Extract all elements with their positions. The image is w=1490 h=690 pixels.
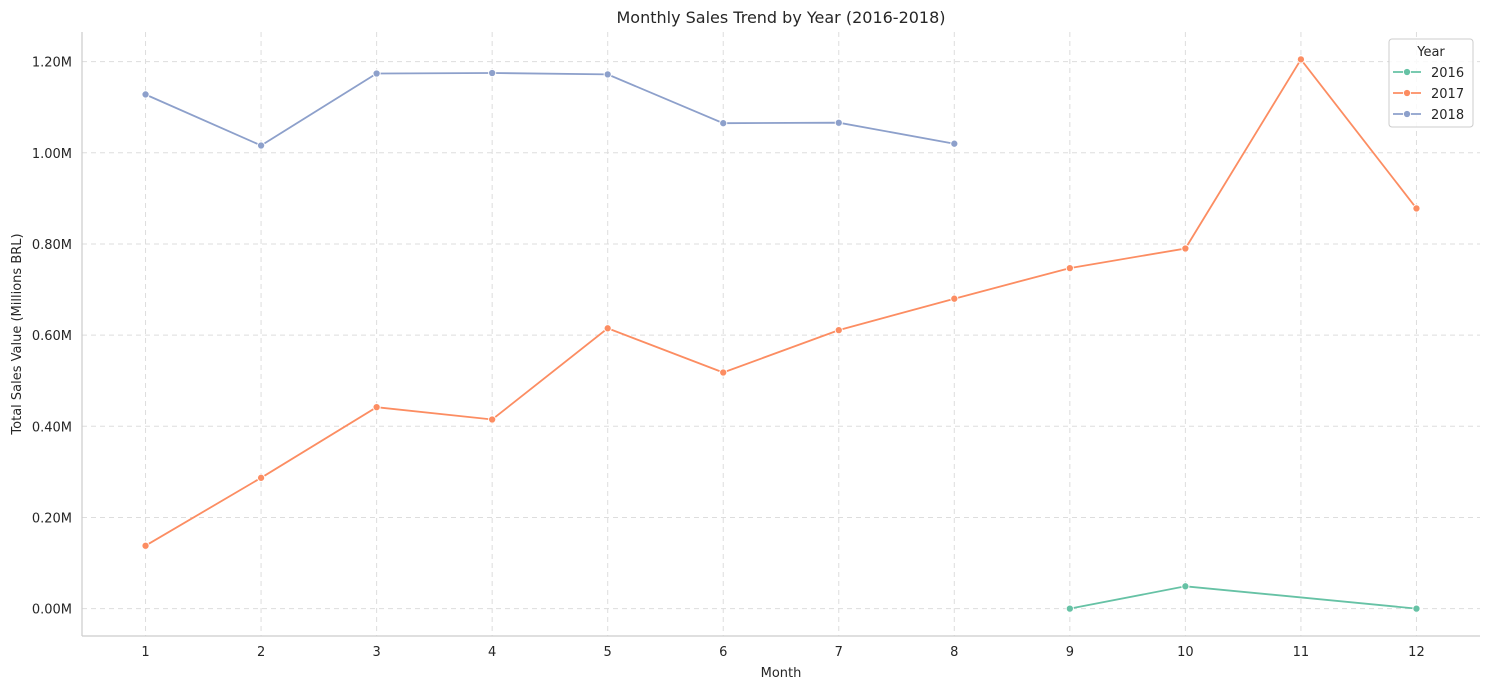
legend-marker-2017 [1402,88,1412,98]
data-point-2018 [719,119,728,128]
data-point-2018 [141,90,150,99]
series-2017 [141,55,1421,550]
data-point-2018 [950,139,959,148]
tick-labels: 1 2 3 4 5 6 7 8 9 10 11 120.00M0.20M0.40M0.60M0.80M… [32,56,1425,660]
y-tick-label: 0.80M [32,238,72,253]
data-point-2017 [257,473,266,482]
y-axis-title: Total Sales Value (Millions BRL) [10,233,25,435]
legend-label-2016: 2016 [1431,66,1464,81]
series-2016 [1065,582,1421,613]
data-point-2016 [1065,604,1074,613]
series-line-2017 [145,57,1418,547]
legend-label-2017: 2017 [1431,87,1464,102]
legend-item-2017: 2017 [1393,87,1464,102]
legend-item-2018: 2018 [1393,108,1464,123]
y-tick-label: 1.00M [32,147,72,162]
y-tick-label: 0.00M [32,603,72,618]
legend-title: Year [1416,45,1445,60]
series-line-2016 [1069,585,1417,610]
x-tick-label: 6 [719,645,727,660]
x-tick-label: 11 [1293,645,1310,660]
x-tick-label: 7 [835,645,843,660]
data-point-2017 [1065,264,1074,273]
data-point-2018 [834,118,843,127]
x-tick-label: 2 [257,645,265,660]
data-point-2017 [488,415,497,424]
x-tick-label: 12 [1408,645,1425,660]
axes-spines [81,32,1480,637]
y-tick-label: 0.60M [32,329,72,344]
legend-label-2018: 2018 [1431,108,1464,123]
x-axis-title: Month [761,666,802,681]
data-point-2017 [1181,244,1190,253]
x-tick-label: 5 [604,645,612,660]
x-tick-label: 1 [141,645,149,660]
x-tick-label: 3 [372,645,380,660]
data-point-2017 [834,326,843,335]
legend-item-2016: 2016 [1393,66,1464,81]
x-tick-label: 10 [1177,645,1194,660]
data-point-2017 [372,403,381,412]
chart-title: Monthly Sales Trend by Year (2016-2018) [616,8,945,27]
data-point-2017 [1296,55,1305,64]
series-layer [141,55,1421,613]
data-point-2018 [257,141,266,150]
series-line-2018 [145,72,955,147]
legend-marker-2016 [1402,67,1412,77]
y-tick-label: 0.40M [32,420,72,435]
data-point-2016 [1412,604,1421,613]
legend-marker-2018 [1402,109,1412,119]
data-point-2018 [488,68,497,78]
y-tick-label: 0.20M [32,511,72,526]
x-tick-label: 8 [950,645,958,660]
data-point-2017 [950,294,959,303]
legend-box [1388,38,1474,128]
data-point-2018 [372,69,381,78]
data-point-2017 [141,541,150,550]
data-point-2017 [603,324,612,333]
data-point-2018 [603,70,612,79]
series-2018 [141,68,959,150]
legend: Year 2016 2017 2018 [1388,38,1474,128]
data-point-2016 [1181,582,1190,591]
x-tick-label: 9 [1066,645,1074,660]
x-tick-label: 4 [488,645,496,660]
data-point-2017 [1412,204,1421,213]
data-point-2017 [719,368,728,377]
y-tick-label: 1.20M [32,56,72,71]
